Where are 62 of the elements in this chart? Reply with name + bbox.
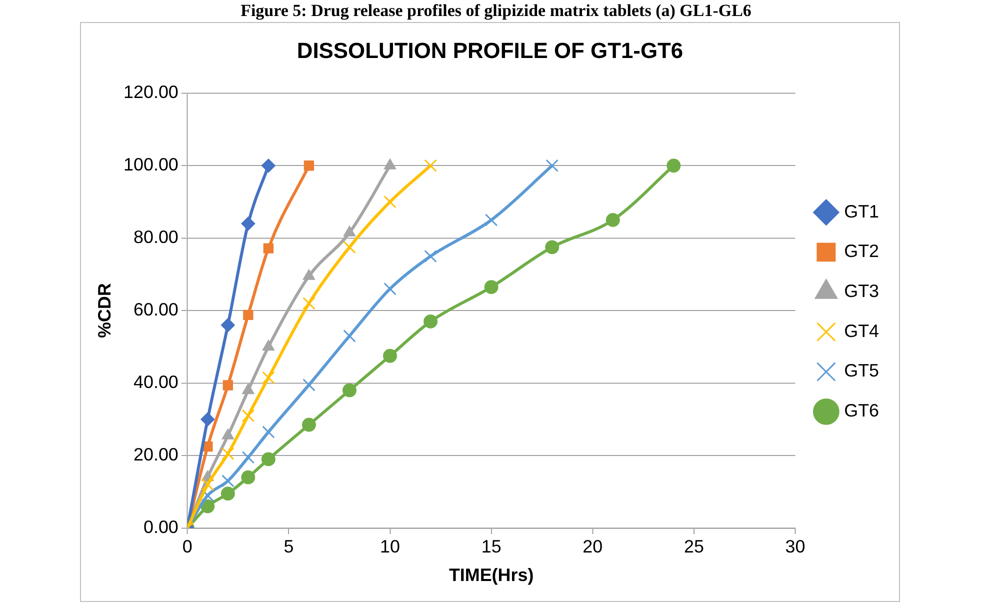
x-tick-label: 20 [582, 536, 603, 557]
legend-label: GT5 [844, 360, 880, 381]
point [243, 310, 254, 320]
point [262, 426, 275, 438]
point [263, 243, 274, 254]
y-axis-title: %CDR [94, 283, 115, 338]
legend-label: GT2 [844, 241, 880, 262]
point [220, 486, 235, 501]
point [424, 250, 437, 263]
point [201, 478, 214, 491]
y-tick-label: 120.00 [124, 82, 178, 102]
point [484, 280, 498, 294]
point [220, 318, 235, 332]
legend-label: GT3 [844, 281, 880, 302]
x-tick-label: 0 [182, 536, 192, 557]
point [242, 450, 255, 464]
x-axis-title: TIME(Hrs) [448, 565, 534, 586]
y-tick-label: 80.00 [134, 227, 178, 248]
point [200, 412, 215, 426]
point [302, 296, 316, 310]
point [666, 158, 681, 173]
point [261, 452, 276, 466]
legend-label: GT1 [844, 201, 880, 222]
legend-label: GT4 [844, 320, 880, 341]
point [606, 213, 620, 227]
point [546, 159, 558, 172]
point [424, 314, 438, 328]
point [262, 371, 275, 384]
x-tick-label: 10 [380, 536, 400, 557]
y-tick-label: 0.00 [143, 517, 178, 537]
point [242, 409, 255, 422]
point [342, 383, 356, 398]
point [222, 447, 234, 460]
point [200, 499, 215, 514]
legend-label: GT6 [844, 400, 880, 421]
point [302, 378, 316, 392]
point [545, 240, 560, 254]
point [384, 195, 396, 208]
y-tick-label: 60.00 [134, 300, 178, 320]
point [302, 418, 316, 432]
y-tick-label: 100.00 [124, 154, 178, 175]
x-tick-label: 30 [785, 536, 806, 557]
point [201, 489, 214, 502]
point [343, 240, 356, 254]
point [241, 470, 256, 484]
point [484, 214, 498, 226]
y-tick-label: 20.00 [134, 444, 178, 465]
point [343, 330, 356, 342]
y-tick-label: 40.00 [134, 372, 178, 392]
point [304, 160, 314, 171]
point [261, 158, 276, 173]
caption: Figure 5: Drug release profiles of glipizide matrix tablets (a) GL1-GL6 [240, 0, 752, 22]
x-tick-label: 5 [284, 536, 294, 557]
x-tick-label: 15 [481, 536, 502, 557]
x-tick-label: 25 [684, 536, 704, 557]
point [241, 216, 256, 231]
point [383, 348, 397, 363]
point [384, 282, 396, 296]
point [222, 380, 234, 390]
point [222, 474, 234, 488]
point [424, 159, 437, 172]
chart-title: DISSOLUTION PROFILE OF GT1-GT6 [296, 38, 684, 64]
